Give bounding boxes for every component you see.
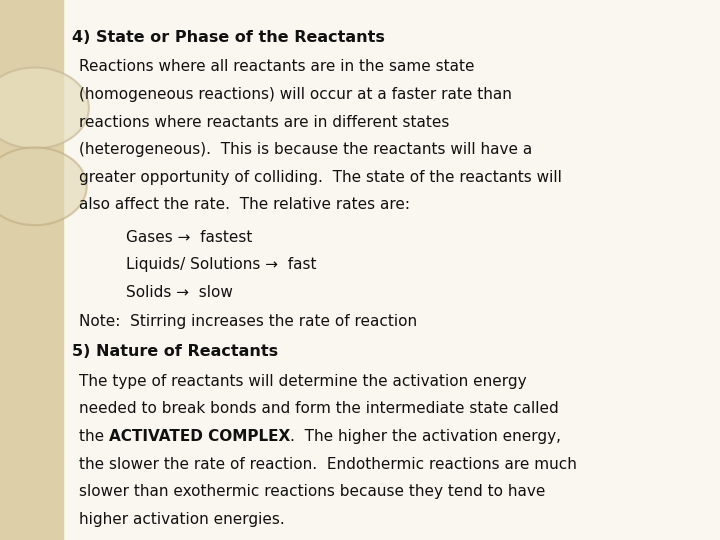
Text: Solids →  slow: Solids → slow	[126, 285, 233, 300]
Text: The type of reactants will determine the activation energy: The type of reactants will determine the…	[79, 374, 527, 389]
Text: Note:  Stirring increases the rate of reaction: Note: Stirring increases the rate of rea…	[79, 314, 418, 329]
Text: the slower the rate of reaction.  Endothermic reactions are much: the slower the rate of reaction. Endothe…	[79, 457, 577, 471]
Text: the: the	[79, 429, 109, 444]
Text: higher activation energies.: higher activation energies.	[79, 512, 285, 526]
Text: Gases →  fastest: Gases → fastest	[126, 230, 253, 245]
Text: Liquids/ Solutions →  fast: Liquids/ Solutions → fast	[126, 257, 317, 272]
Text: 5) Nature of Reactants: 5) Nature of Reactants	[72, 344, 278, 359]
Text: reactions where reactants are in different states: reactions where reactants are in differe…	[79, 114, 449, 130]
Text: 4) State or Phase of the Reactants: 4) State or Phase of the Reactants	[72, 30, 385, 45]
Text: Reactions where all reactants are in the same state: Reactions where all reactants are in the…	[79, 59, 474, 75]
Text: needed to break bonds and form the intermediate state called: needed to break bonds and form the inter…	[79, 401, 559, 416]
Text: greater opportunity of colliding.  The state of the reactants will: greater opportunity of colliding. The st…	[79, 170, 562, 185]
Text: .  The higher the activation energy,: . The higher the activation energy,	[290, 429, 562, 444]
Text: (heterogeneous).  This is because the reactants will have a: (heterogeneous). This is because the rea…	[79, 142, 533, 157]
Text: ACTIVATED COMPLEX: ACTIVATED COMPLEX	[109, 429, 290, 444]
Text: also affect the rate.  The relative rates are:: also affect the rate. The relative rates…	[79, 197, 410, 212]
Text: (homogeneous reactions) will occur at a faster rate than: (homogeneous reactions) will occur at a …	[79, 87, 512, 102]
Text: slower than exothermic reactions because they tend to have: slower than exothermic reactions because…	[79, 484, 546, 499]
